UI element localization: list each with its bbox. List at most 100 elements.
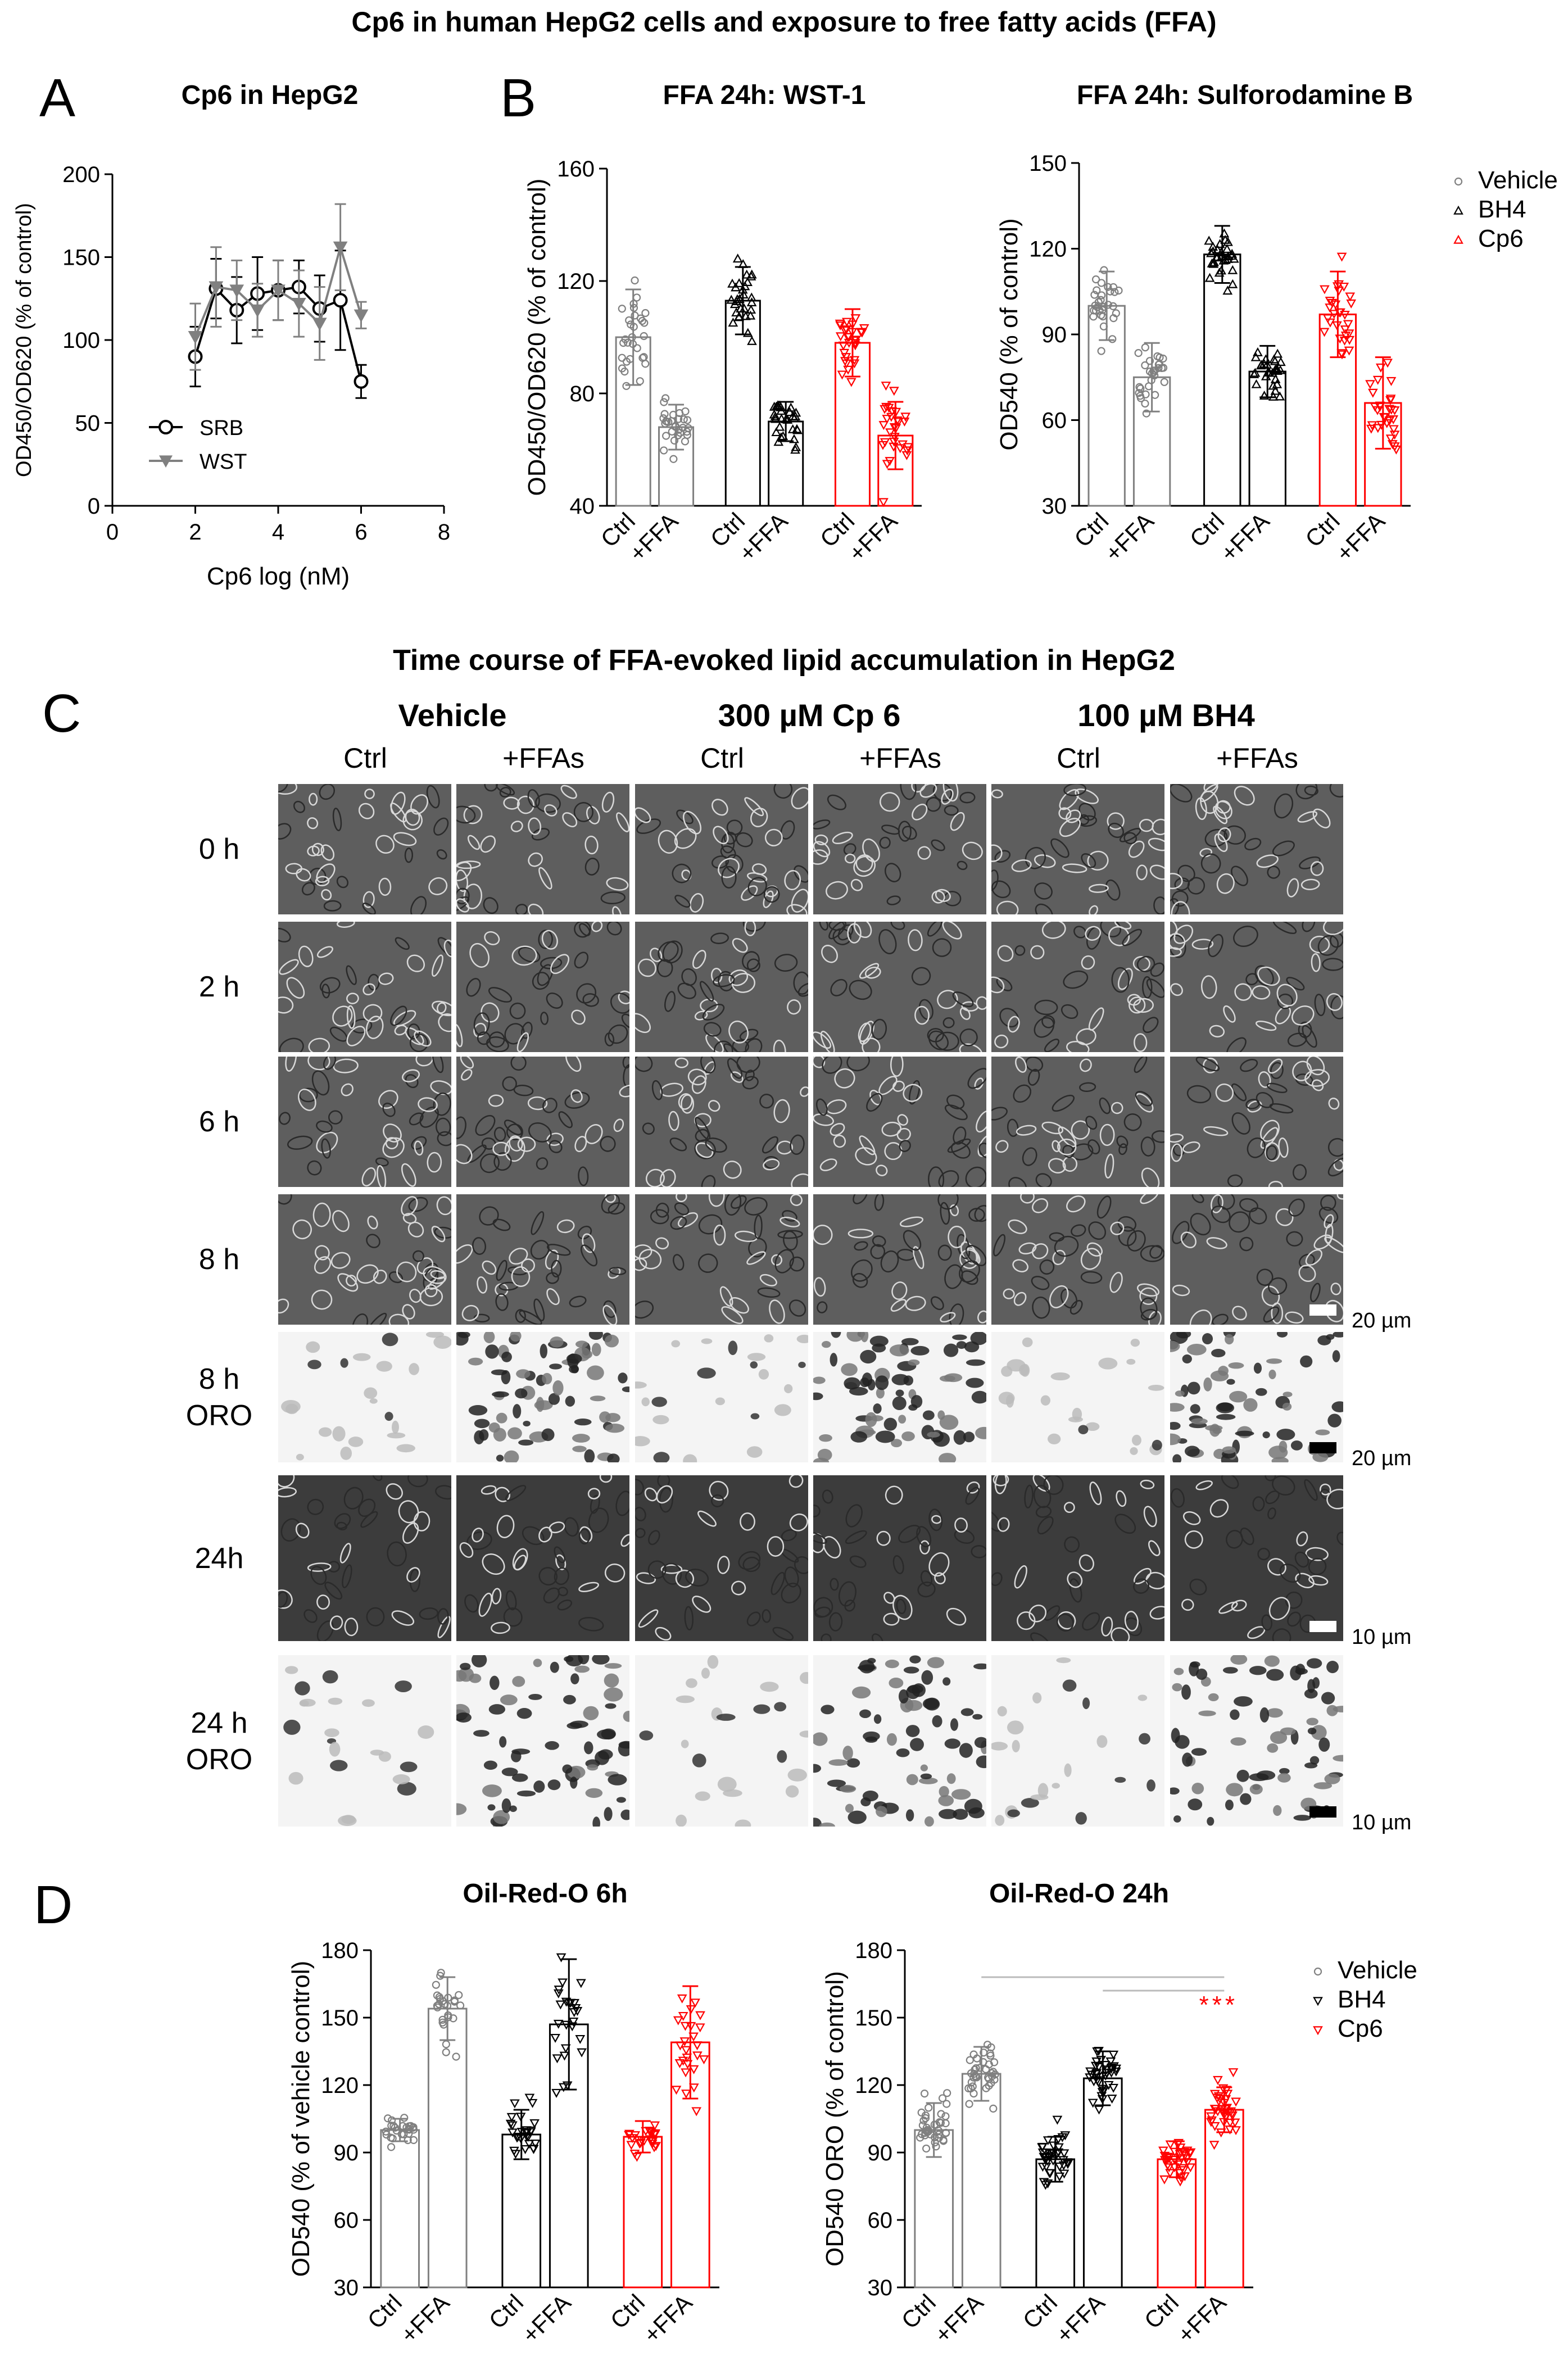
cell-outline — [467, 835, 481, 850]
data-point — [660, 398, 668, 406]
cell-outline — [790, 1134, 805, 1155]
cell-outline — [1141, 1167, 1160, 1187]
cell-outline — [1306, 1057, 1325, 1076]
micrograph-image — [278, 1475, 451, 1641]
cell-outline — [1142, 976, 1153, 999]
stained-cell — [545, 1741, 559, 1750]
legend-label: Cp6 — [1338, 2015, 1383, 2042]
cell-outline — [503, 796, 520, 810]
cell-outline — [481, 1485, 497, 1495]
micrograph-image — [278, 922, 451, 1052]
cell-outline — [278, 784, 298, 795]
cell-outline — [578, 923, 591, 936]
cell-outline — [1079, 1082, 1096, 1092]
data-point — [919, 2116, 928, 2125]
legend-marker — [1453, 234, 1463, 244]
cell-outline — [656, 959, 673, 977]
cell-outline — [315, 876, 330, 887]
cell-outline — [1066, 809, 1081, 823]
cell-outline — [1015, 1057, 1027, 1073]
legend-marker — [1453, 205, 1463, 215]
data-point — [791, 407, 801, 417]
stained-cell — [490, 1675, 500, 1690]
cell-outline — [1105, 879, 1121, 901]
cell-outline — [1257, 966, 1280, 986]
micrograph-image — [635, 784, 808, 914]
stained-cell — [550, 1336, 564, 1348]
cell-outline — [388, 1313, 410, 1325]
data-point — [1111, 288, 1119, 296]
cell-outline — [911, 967, 931, 986]
cell-outline — [705, 1138, 727, 1153]
micrograph-texture — [456, 1194, 629, 1325]
data-point — [1270, 356, 1280, 365]
cell-outline — [750, 808, 768, 827]
cell-outline — [1292, 1061, 1312, 1081]
cell-outline — [1305, 1249, 1322, 1266]
y-tick-label: 0 — [88, 494, 100, 519]
stained-cell — [909, 1655, 921, 1664]
cell-outline — [772, 1626, 794, 1641]
cell-outline — [1085, 1116, 1098, 1130]
data-point — [1389, 442, 1400, 452]
cell-outline — [1322, 958, 1343, 971]
stained-cell — [1290, 1440, 1303, 1451]
data-point — [787, 424, 798, 433]
data-point — [1158, 2146, 1168, 2156]
cell-outline — [1329, 784, 1343, 798]
stained-cell — [944, 1373, 963, 1383]
cell-outline — [1035, 1173, 1052, 1187]
cell-outline — [1172, 1284, 1190, 1297]
cell-outline — [833, 1134, 846, 1148]
data-point — [1251, 379, 1262, 388]
legend-label: SRB — [200, 416, 243, 440]
stained-cell — [1333, 1332, 1343, 1338]
y-tick-label: 40 — [570, 494, 595, 519]
cell-outline — [1267, 1058, 1283, 1074]
stained-cell — [1324, 1773, 1340, 1784]
stained-cell — [1007, 1720, 1024, 1735]
cell-outline — [853, 1194, 868, 1204]
stained-cell — [1082, 1697, 1090, 1710]
stained-cell — [970, 1332, 986, 1345]
data-point — [437, 1969, 445, 1977]
cell-outline — [1267, 1558, 1286, 1576]
stained-cell — [604, 1673, 619, 1688]
stained-cell — [819, 1822, 835, 1827]
cell-outline — [1266, 1082, 1288, 1093]
cell-outline — [1150, 962, 1164, 977]
cell-outline — [590, 1494, 600, 1514]
micrograph-background — [456, 784, 629, 914]
stained-cell — [1230, 1709, 1240, 1720]
cell-outline — [278, 1194, 292, 1205]
scale-bar-label: 10 µm — [1352, 1811, 1412, 1834]
cell-outline — [928, 1508, 943, 1531]
stained-cell — [483, 1332, 495, 1343]
cell-outline — [700, 1057, 716, 1074]
chart-b-srb: FFA 24h: Sulforodamine B306090120150OD54… — [995, 80, 1558, 567]
cell-outline — [813, 1597, 833, 1617]
cell-outline — [362, 891, 375, 908]
stained-cell — [565, 1395, 575, 1407]
micrograph-background — [1170, 1475, 1343, 1641]
micrograph-image — [278, 1655, 451, 1827]
stained-cell — [456, 1803, 467, 1815]
data-point — [405, 2129, 413, 2138]
cell-outline — [513, 1084, 534, 1096]
stained-cell — [686, 1678, 697, 1688]
stained-cell — [400, 1761, 418, 1773]
stained-cell — [681, 1739, 689, 1748]
significance-annotation: *** — [1199, 1991, 1238, 2019]
cell-outline — [358, 1498, 376, 1517]
micrograph-image — [991, 922, 1164, 1052]
stained-cell — [496, 1412, 507, 1424]
cell-outline — [828, 1612, 843, 1632]
stained-cell — [1068, 1416, 1083, 1422]
micrograph-texture — [456, 1475, 629, 1641]
cell-outline — [578, 1166, 589, 1186]
stained-cell — [735, 1819, 751, 1827]
data-point — [1136, 394, 1145, 402]
data-point — [943, 2089, 951, 2097]
cell-outline — [432, 1057, 444, 1073]
cell-outline — [1324, 1214, 1334, 1229]
